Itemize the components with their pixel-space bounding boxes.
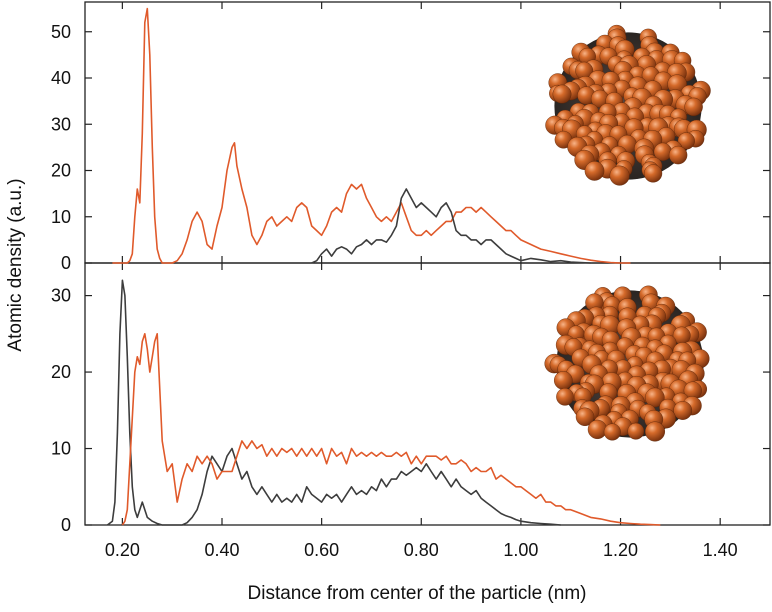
bottom-series-gray-line [106,279,561,526]
x-tick-label: 1.40 [703,540,738,560]
atom-sphere [645,421,666,442]
atom-sphere [645,387,665,408]
particle-illustrations [544,24,711,442]
top-y-tick-label: 20 [51,161,71,181]
bottom-y-tick-label: 30 [51,286,71,306]
top-y-tick-label: 30 [51,114,71,134]
atom-sphere [554,371,573,390]
x-tick-label: 0.60 [304,540,339,560]
x-tick-label: 0.20 [105,540,140,560]
top-y-tick-label: 40 [51,68,71,88]
bottom-y-tick-label: 20 [51,362,71,382]
atom-sphere [556,387,574,406]
x-axis-title: Distance from center of the particle (nm… [248,583,587,604]
atom-sphere [677,132,695,150]
bottom-y-tick-label: 0 [61,515,71,535]
atom-sphere [587,419,607,439]
top-y-tick-label: 0 [61,253,71,273]
top-series-gray-line [311,188,591,264]
atom-sphere [603,423,621,441]
top-series-orange-line [112,7,631,264]
x-tick-label: 1.20 [603,540,638,560]
x-tick-label: 0.80 [404,540,439,560]
ticks-layer: 0 10 20 30 40 50 0 10 20 30 0.20 0.40 0.60 0.80 1.00 1.… [51,2,770,560]
bottom-particle-illustration [544,285,710,442]
atom-sphere [684,97,703,117]
x-tick-label: 0.40 [204,540,239,560]
series-layer [106,7,661,526]
bottom-y-tick-label: 10 [51,439,71,459]
top-particle-illustration [545,24,711,186]
atom-sphere [668,145,688,165]
atom-sphere [673,401,693,420]
atom-sphere [552,84,572,104]
atom-sphere [575,407,595,426]
atom-sphere [609,165,630,186]
y-axis-title: Atomic density (a.u.) [5,178,26,351]
atom-sphere [643,164,663,183]
atom-sphere [584,161,605,181]
atom-sphere [627,422,645,440]
bottom-series-orange-line [121,333,661,526]
top-y-tick-label: 10 [51,207,71,227]
bottom-panel-frame [84,262,771,526]
x-tick-label: 1.00 [503,540,538,560]
top-y-tick-label: 50 [51,22,71,42]
